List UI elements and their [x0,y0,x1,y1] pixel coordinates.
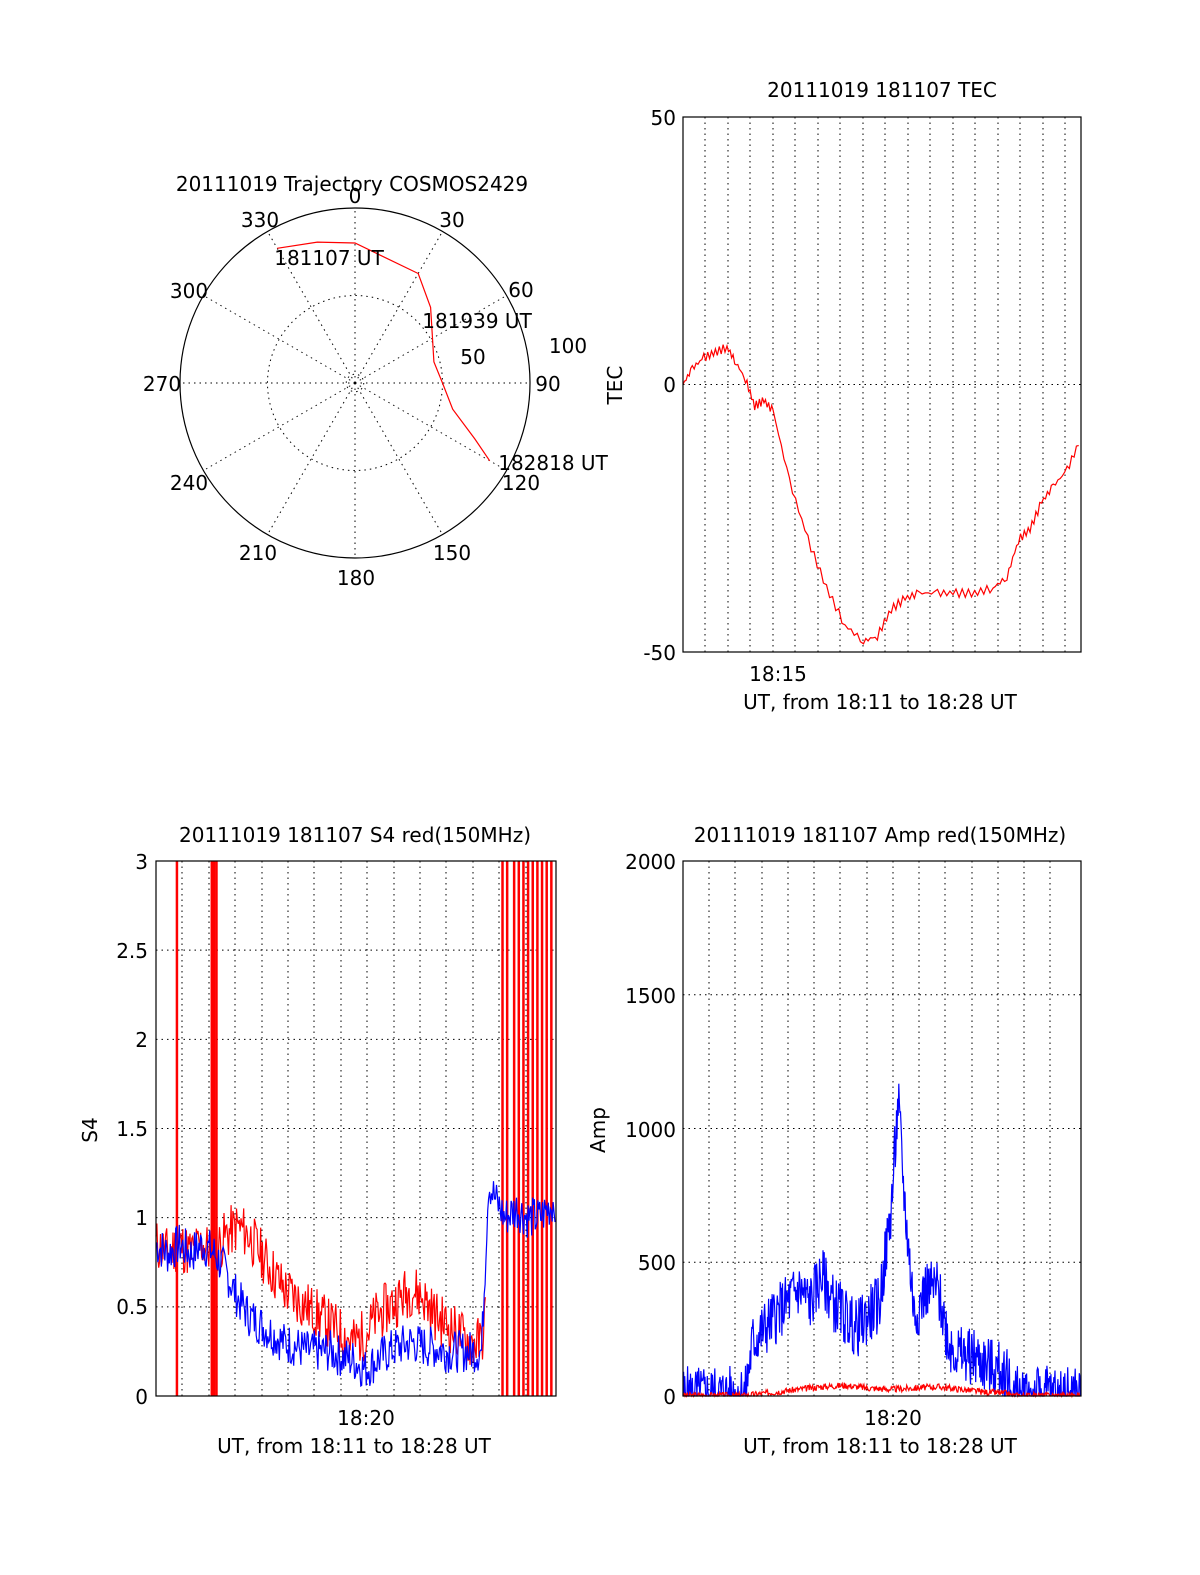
trajectory-start-label: 181107 UT [274,246,384,270]
tec-chart: 20111019 181107 TEC 50 0 -50 TEC 18:15 U… [603,78,1081,714]
amp-y-tick-label: 1500 [625,984,676,1008]
s4-y-tick-label: 0.5 [116,1295,148,1319]
figure-canvas: 20111019 Trajectory COSMOS2429 0 30 60 9… [0,0,1200,1575]
tec-y-axis-label: TEC [603,366,627,406]
s4-chart: 20111019 181107 S4 red(150MHz) 3 2.5 2 1… [78,823,556,1458]
amp-y-tick-label: 1000 [625,1118,676,1142]
s4-y-tick-label: 1 [135,1206,148,1230]
polar-angle-label: 90 [535,372,560,396]
polar-angle-label: 0 [349,184,362,208]
s4-y-axis-label: S4 [78,1117,102,1142]
tec-y-tick-label: 50 [651,106,676,130]
polar-chart: 20111019 Trajectory COSMOS2429 0 30 60 9… [143,172,609,590]
s4-y-tick-label: 2 [135,1028,148,1052]
polar-grid-spoke [355,383,507,471]
s4-y-tick-label: 2.5 [116,939,148,963]
tec-x-axis-label: UT, from 18:11 to 18:28 UT [743,690,1018,714]
amp-grid [683,861,1081,1396]
amp-blue-series-line [683,1084,1080,1396]
polar-angle-label: 270 [143,372,181,396]
polar-angle-label: 210 [239,541,277,565]
s4-y-tick-label: 3 [135,850,148,874]
amp-y-axis-label: Amp [586,1107,610,1153]
s4-red-series-line [156,1205,485,1365]
tec-x-tick-label: 18:15 [749,662,807,686]
polar-angle-label: 300 [170,279,208,303]
polar-trajectory-line [277,242,490,461]
tec-title: 20111019 181107 TEC [767,78,997,102]
polar-angle-label: 60 [508,278,533,302]
s4-y-tick-label: 1.5 [116,1117,148,1141]
polar-angle-label: 330 [241,208,279,232]
tec-y-tick-label: 0 [663,373,676,397]
polar-radius-label: 100 [549,334,587,358]
polar-grid-spoke [203,383,355,471]
trajectory-end-label: 182818 UT [498,451,608,475]
s4-x-axis-label: UT, from 18:11 to 18:28 UT [217,1434,492,1458]
s4-x-tick-label: 18:20 [337,1406,395,1430]
amp-chart: 20111019 181107 Amp red(150MHz) 2000 150… [586,823,1081,1458]
s4-title: 20111019 181107 S4 red(150MHz) [179,823,531,847]
polar-angle-label: 180 [337,566,375,590]
polar-angle-labels: 0 30 60 90 120 150 180 210 240 270 300 3… [143,184,561,590]
amp-title: 20111019 181107 Amp red(150MHz) [694,823,1066,847]
amp-x-axis-label: UT, from 18:11 to 18:28 UT [743,1434,1018,1458]
polar-radius-label: 50 [460,345,485,369]
polar-angle-label: 240 [170,471,208,495]
amp-y-tick-label: 2000 [625,850,676,874]
s4-y-tick-label: 0 [135,1385,148,1409]
amp-y-tick-label: 0 [663,1385,676,1409]
polar-grid-spoke [355,383,443,535]
tec-y-tick-label: -50 [643,641,676,665]
amp-y-tick-label: 500 [638,1251,676,1275]
polar-angle-label: 30 [439,208,464,232]
amp-x-tick-label: 18:20 [864,1406,922,1430]
tec-series-line [683,345,1079,644]
tec-grid [683,117,1081,652]
polar-grid-spoke [268,383,356,535]
trajectory-mid-label: 181939 UT [422,309,532,333]
polar-angle-label: 150 [433,541,471,565]
